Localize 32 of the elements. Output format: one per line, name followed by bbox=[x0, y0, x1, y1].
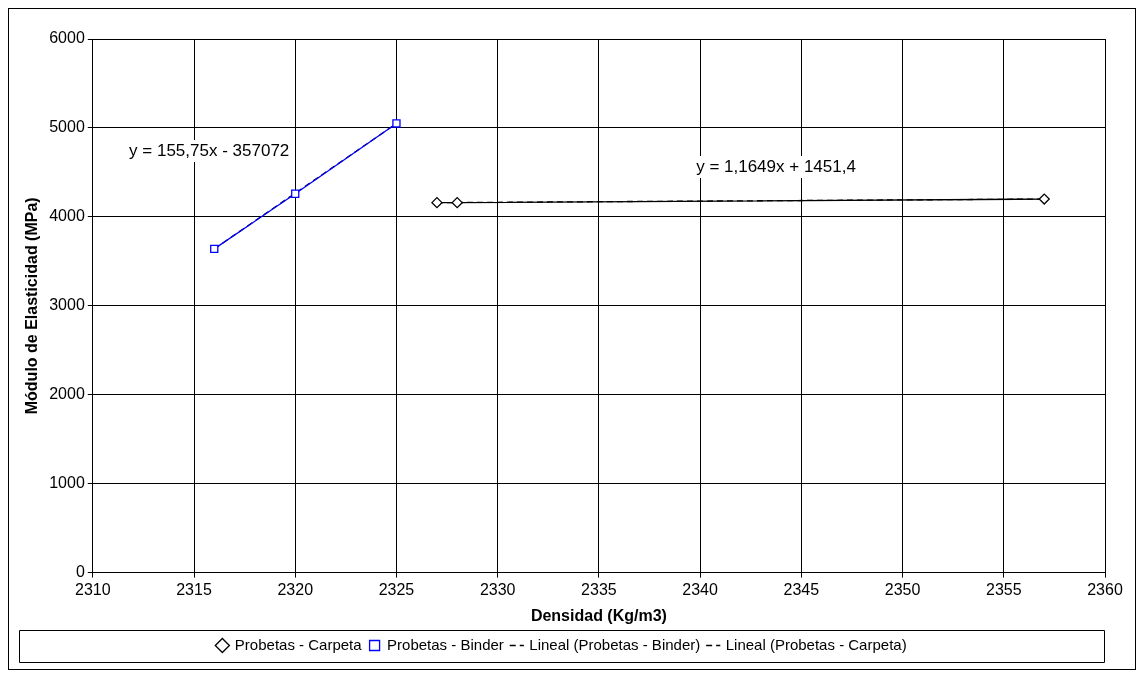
point bbox=[451, 196, 463, 209]
y-tick-label: 1000 bbox=[49, 474, 85, 492]
x-tick-label: 2345 bbox=[783, 580, 820, 598]
x-axis-title: Densidad (Kg/m3) bbox=[530, 606, 667, 624]
annotation: y = 1,1649x + 1451,4 bbox=[696, 156, 856, 176]
x-tick-label: 2310 bbox=[75, 580, 111, 598]
legend-label: Lineal (Probetas - Carpeta) bbox=[725, 635, 907, 653]
legend-label: Probetas - Binder bbox=[387, 635, 504, 653]
point bbox=[392, 119, 401, 128]
x-tick-label: 2335 bbox=[581, 580, 617, 598]
point bbox=[431, 196, 443, 209]
y-tick-label: 3000 bbox=[49, 296, 85, 314]
x-tick-label: 2350 bbox=[884, 580, 921, 598]
x-tick-label: 2315 bbox=[176, 580, 212, 598]
y-tick-label: 0 bbox=[75, 563, 85, 581]
y-tick-label: 2000 bbox=[49, 385, 85, 403]
y-tick-label: 6000 bbox=[49, 29, 85, 47]
annotation: y = 155,75x - 357072 bbox=[129, 140, 290, 160]
point bbox=[210, 244, 219, 254]
point bbox=[291, 189, 300, 198]
legend-label: Probetas - Carpeta bbox=[234, 635, 363, 653]
y-tick-label: 5000 bbox=[49, 118, 85, 136]
y-tick-label: 4000 bbox=[49, 207, 85, 225]
x-tick-label: 2340 bbox=[682, 580, 719, 598]
x-tick-label: 2320 bbox=[277, 580, 314, 598]
x-tick-label: 2360 bbox=[1087, 580, 1123, 598]
legend-label: Lineal (Probetas - Binder) bbox=[529, 635, 701, 653]
x-tick-label: 2325 bbox=[378, 580, 415, 598]
point bbox=[1038, 193, 1050, 205]
x-tick-label: 2330 bbox=[479, 580, 516, 598]
y-axis-title: Módulo de Elasticidad (MPa) bbox=[23, 197, 41, 415]
x-tick-label: 2355 bbox=[985, 580, 1022, 598]
